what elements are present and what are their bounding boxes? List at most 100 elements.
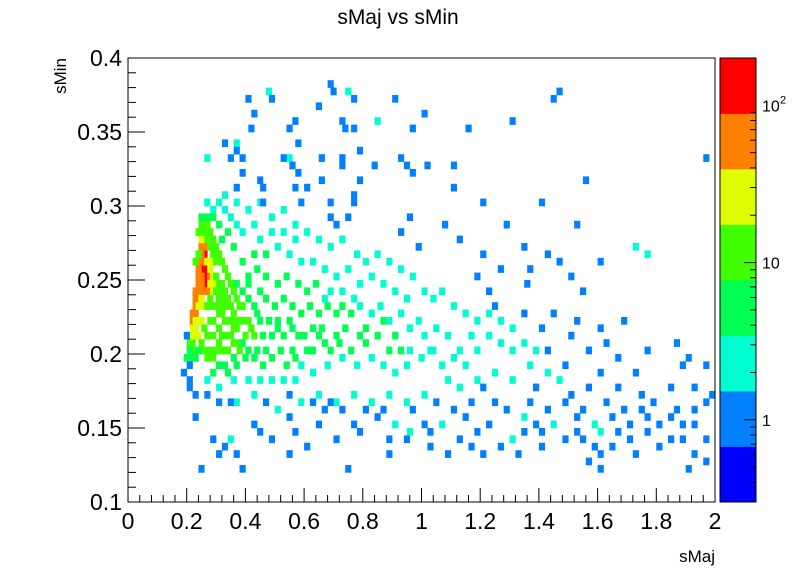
histogram-bin bbox=[403, 435, 411, 444]
histogram-bin bbox=[368, 398, 375, 407]
histogram-bin bbox=[216, 339, 223, 347]
histogram-bin bbox=[263, 294, 270, 303]
histogram-bin bbox=[333, 435, 340, 444]
histogram-bin bbox=[424, 161, 431, 170]
histogram-bin bbox=[609, 442, 616, 451]
histogram-bin bbox=[356, 428, 364, 436]
histogram-bin bbox=[509, 376, 516, 384]
histogram-bin bbox=[597, 368, 604, 377]
histogram-bin bbox=[260, 361, 267, 370]
histogram-bin bbox=[204, 235, 211, 244]
histogram-bin bbox=[242, 331, 249, 340]
histogram-bin bbox=[224, 294, 232, 303]
histogram-bin bbox=[509, 324, 516, 333]
histogram-bin bbox=[216, 398, 223, 407]
histogram-bin bbox=[268, 354, 276, 362]
x-tick-label: 1.8 bbox=[640, 508, 672, 534]
histogram-bin bbox=[257, 376, 264, 384]
histogram-bin bbox=[574, 220, 581, 229]
histogram-bin bbox=[268, 95, 276, 103]
histogram-bin bbox=[192, 294, 199, 303]
axes-layer: 0 0.2 0.4 0.6 0.8 1 1.2 1.4 1.6 1.8 2 0.1 0.15 0.2 0.2… bbox=[77, 45, 721, 534]
histogram-bin bbox=[327, 398, 334, 407]
histogram-bin bbox=[186, 383, 193, 392]
histogram-bin bbox=[339, 287, 346, 296]
histogram-bin bbox=[230, 309, 237, 318]
histogram-bin bbox=[309, 257, 317, 266]
histogram-bin bbox=[324, 302, 331, 310]
histogram-bin bbox=[527, 265, 534, 273]
histogram-bin bbox=[632, 243, 639, 251]
histogram-bin bbox=[304, 183, 311, 192]
histogram-bin bbox=[442, 220, 449, 229]
histogram-bin bbox=[339, 117, 346, 125]
histogram-bin bbox=[374, 331, 381, 340]
histogram-bin bbox=[356, 146, 364, 155]
histogram-bin bbox=[230, 354, 237, 362]
histogram-bin bbox=[644, 413, 651, 421]
histogram-bin bbox=[603, 339, 610, 347]
histogram-bin bbox=[638, 405, 645, 414]
histogram-bin bbox=[318, 176, 325, 185]
histogram-bin bbox=[186, 339, 193, 347]
histogram-bin bbox=[468, 442, 475, 451]
histogram-bin bbox=[233, 294, 240, 303]
histogram-bin bbox=[216, 450, 223, 458]
histogram-bin bbox=[327, 243, 334, 251]
histogram-bin bbox=[260, 331, 267, 340]
histogram-bin bbox=[609, 413, 616, 421]
palette-label: 10 bbox=[762, 256, 780, 273]
histogram-bin bbox=[201, 346, 208, 355]
histogram-bin bbox=[491, 302, 499, 310]
palette-swatch bbox=[720, 224, 756, 281]
histogram-bin bbox=[533, 383, 540, 392]
histogram-bin bbox=[386, 257, 393, 266]
histogram-bin bbox=[213, 346, 220, 355]
histogram-bin bbox=[239, 317, 246, 325]
histogram-bin bbox=[245, 376, 252, 384]
histogram-bin bbox=[292, 235, 299, 244]
histogram-bin bbox=[321, 265, 328, 273]
histogram-bin bbox=[213, 257, 220, 266]
histogram-bin bbox=[198, 294, 205, 303]
histogram-bin bbox=[386, 450, 393, 458]
histogram-bin bbox=[556, 87, 563, 96]
histogram-bin bbox=[550, 309, 557, 318]
histogram-bin bbox=[233, 220, 240, 229]
y-axis-title: sMin bbox=[51, 58, 70, 94]
histogram-bin bbox=[503, 405, 510, 414]
histogram-bin bbox=[562, 398, 569, 407]
histogram-bin bbox=[268, 331, 276, 340]
histogram-bin bbox=[289, 161, 296, 170]
histogram-bin bbox=[239, 257, 246, 266]
histogram-bin bbox=[227, 398, 234, 407]
histogram-bin bbox=[409, 405, 416, 414]
histogram-bin bbox=[333, 220, 340, 229]
histogram-bin bbox=[538, 442, 546, 451]
histogram-bin bbox=[201, 228, 208, 236]
histogram-bin bbox=[354, 250, 361, 259]
histogram-bin bbox=[227, 435, 234, 444]
histogram-bin bbox=[474, 317, 481, 325]
histogram-bin bbox=[433, 324, 440, 333]
histogram-bin bbox=[497, 317, 504, 325]
histogram-bin bbox=[339, 354, 346, 362]
histogram-bin bbox=[198, 317, 205, 325]
histogram-bin bbox=[538, 428, 546, 436]
histogram-bin bbox=[345, 87, 352, 96]
histogram-bin bbox=[450, 302, 458, 310]
histogram-bin bbox=[213, 272, 220, 281]
histogram-bin bbox=[409, 124, 416, 133]
histogram-bin bbox=[362, 339, 369, 347]
histogram-bin bbox=[403, 361, 411, 370]
histogram-bin bbox=[233, 146, 240, 155]
histogram-bin bbox=[351, 420, 358, 429]
histogram-bin bbox=[315, 391, 323, 399]
histogram-bin bbox=[444, 450, 452, 458]
histogram-bin bbox=[295, 139, 302, 148]
histogram-bin bbox=[351, 294, 358, 303]
histogram-bin bbox=[239, 339, 246, 347]
histogram-bin bbox=[579, 405, 587, 414]
histogram-bin bbox=[703, 398, 710, 407]
histogram-bin bbox=[491, 368, 499, 377]
